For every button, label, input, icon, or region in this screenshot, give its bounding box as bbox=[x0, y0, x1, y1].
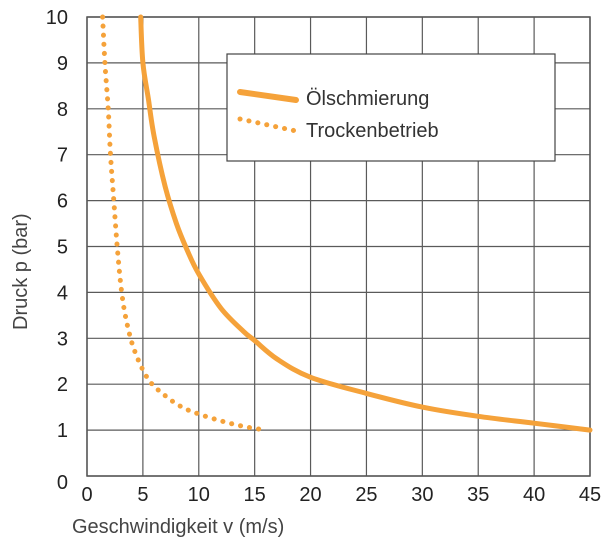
y-tick-labels: 0 1 2 3 4 5 6 7 8 9 10 bbox=[46, 7, 68, 494]
y-tick-label: 7 bbox=[57, 145, 68, 167]
legend: Ölschmierung Trockenbetrieb bbox=[226, 53, 556, 162]
legend-swatch-trockenbetrieb bbox=[237, 116, 299, 134]
x-tick-label: 10 bbox=[188, 484, 210, 506]
x-axis-label: Geschwindigkeit v (m/s) bbox=[72, 516, 284, 538]
x-tick-label: 45 bbox=[579, 484, 601, 506]
y-tick-label: 8 bbox=[57, 99, 68, 121]
series-group bbox=[100, 14, 593, 433]
legend-box bbox=[226, 53, 556, 162]
y-tick-label: 0 bbox=[57, 472, 68, 494]
y-tick-label: 3 bbox=[57, 328, 68, 350]
y-tick-label: 4 bbox=[57, 282, 68, 304]
y-tick-label: 2 bbox=[57, 374, 68, 396]
x-tick-label: 20 bbox=[299, 484, 321, 506]
x-tick-label: 0 bbox=[81, 484, 92, 506]
y-axis-label: Druck p (bar) bbox=[10, 213, 32, 330]
legend-label-trockenbetrieb: Trockenbetrieb bbox=[306, 120, 439, 142]
x-tick-label: 15 bbox=[244, 484, 266, 506]
series-line-0 bbox=[138, 14, 593, 433]
x-tick-label: 35 bbox=[467, 484, 489, 506]
x-tick-label: 30 bbox=[411, 484, 433, 506]
y-tick-label: 5 bbox=[57, 237, 68, 259]
y-tick-label: 1 bbox=[57, 420, 68, 442]
y-tick-label: 6 bbox=[57, 191, 68, 213]
x-tick-label: 25 bbox=[355, 484, 377, 506]
y-tick-label: 9 bbox=[57, 53, 68, 75]
plot-area-frame bbox=[86, 16, 591, 477]
x-tick-label: 40 bbox=[523, 484, 545, 506]
legend-swatch-oelschmierung bbox=[237, 89, 299, 103]
y-tick-label: 10 bbox=[46, 7, 68, 29]
x-tick-label: 5 bbox=[137, 484, 148, 506]
x-tick-labels: 0 5 10 15 20 25 30 35 40 45 bbox=[81, 484, 601, 506]
legend-label-oelschmierung: Ölschmierung bbox=[306, 88, 429, 110]
